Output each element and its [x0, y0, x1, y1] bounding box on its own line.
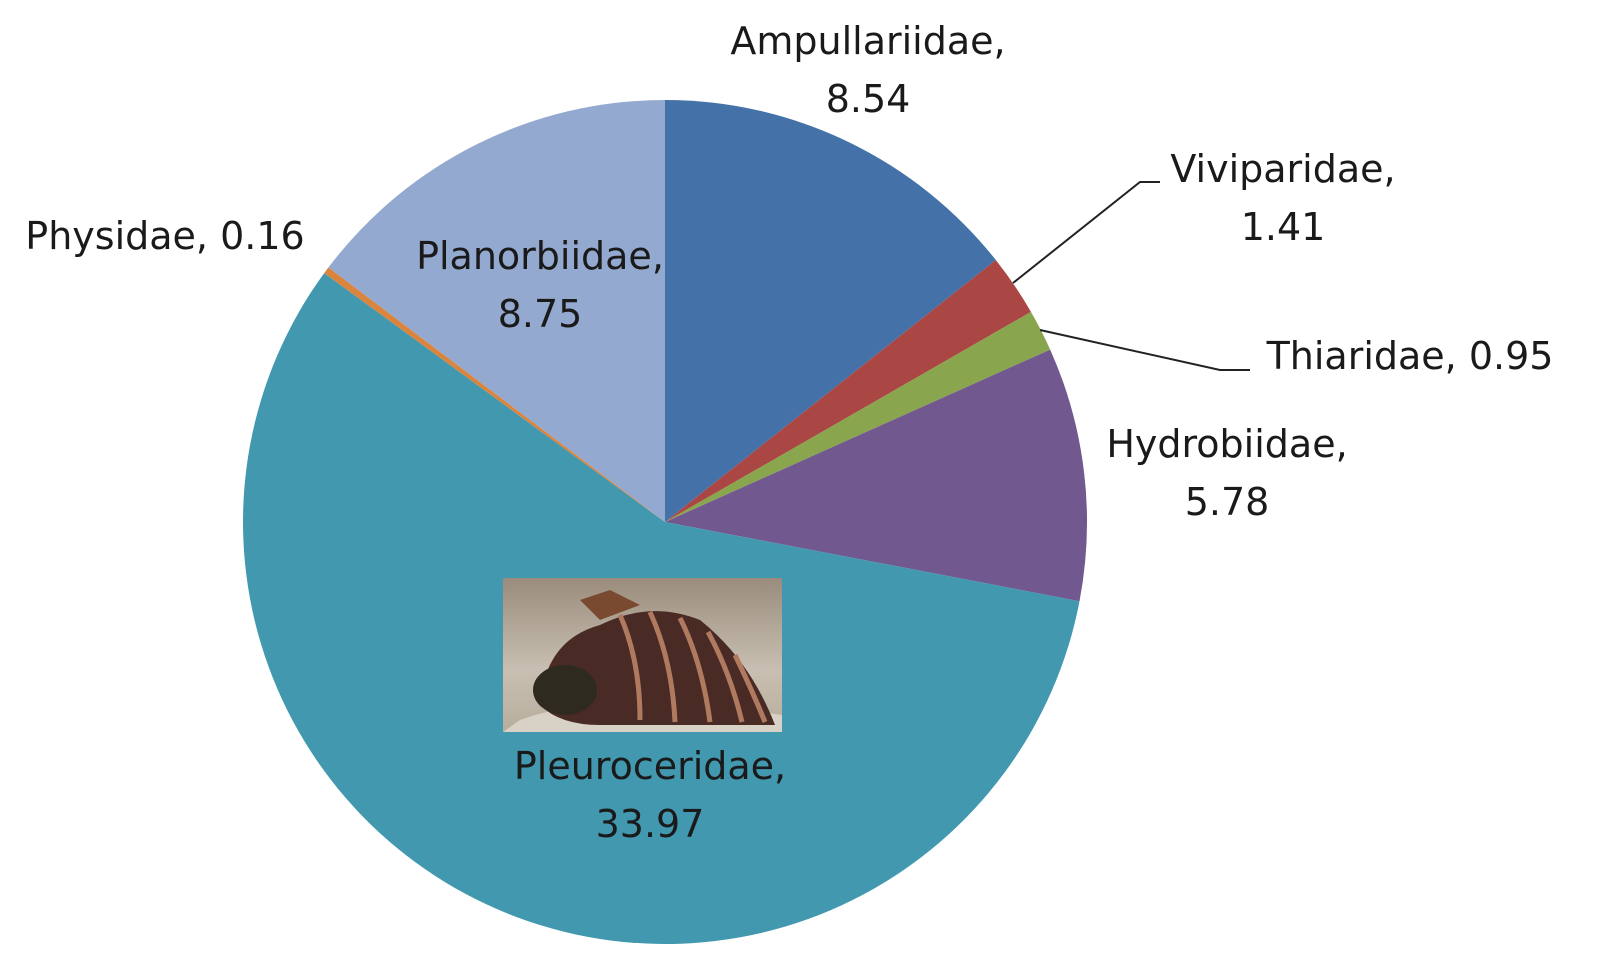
pie-slice	[324, 267, 665, 522]
data-label: Physidae, 0.16	[25, 214, 305, 258]
pie-slice	[665, 311, 1051, 522]
data-label: Viviparidae, 1.41	[1170, 147, 1396, 249]
snail-photo	[503, 578, 782, 732]
pie-slice	[665, 259, 1031, 522]
pie-slice	[665, 349, 1087, 602]
data-label: Ampullariidae, 8.54	[730, 19, 1006, 121]
pie-slice	[328, 100, 665, 522]
leader-line	[1012, 181, 1160, 284]
data-label: Thiaridae, 0.95	[1266, 334, 1554, 378]
pie-slice	[665, 100, 996, 522]
data-label: Pleuroceridae, 33.97	[513, 744, 787, 846]
data-label: Hydrobiidae, 5.78	[1106, 422, 1348, 524]
leader-line	[1039, 329, 1250, 371]
data-label: Planorbiidae, 8.75	[416, 234, 664, 336]
